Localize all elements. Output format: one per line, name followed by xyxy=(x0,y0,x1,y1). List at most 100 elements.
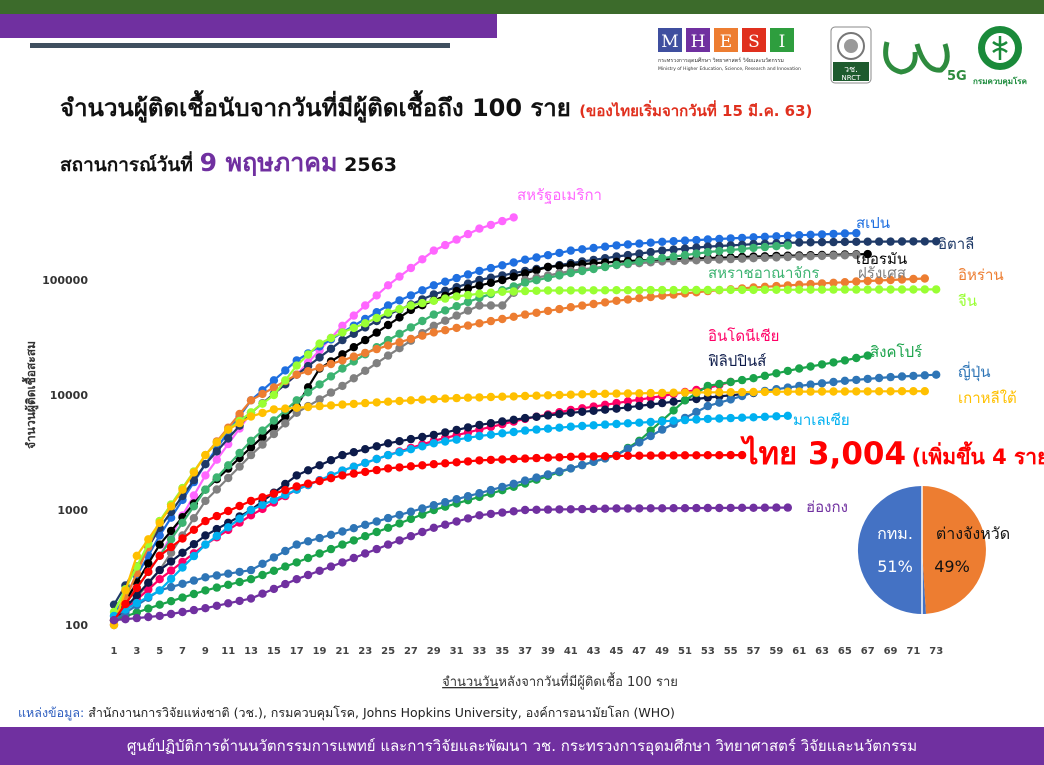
series-point xyxy=(452,235,461,244)
series-point xyxy=(909,285,918,294)
series-point xyxy=(520,310,530,319)
series-point xyxy=(326,562,336,571)
series-label: เกาหลีใต้ xyxy=(958,389,1017,407)
series-point xyxy=(486,263,496,273)
series-point xyxy=(383,540,393,549)
series-point xyxy=(566,464,575,473)
series-point xyxy=(909,237,918,246)
series-point xyxy=(760,242,770,252)
series-point xyxy=(166,535,176,544)
series-point xyxy=(338,471,347,480)
series-point xyxy=(292,540,301,549)
series-point xyxy=(520,426,530,435)
series-point xyxy=(578,390,587,399)
series-point xyxy=(669,245,678,254)
series-point xyxy=(726,395,735,404)
series-point xyxy=(840,278,850,287)
series-point xyxy=(441,326,450,335)
series-point xyxy=(520,391,530,401)
x-tick-label: 47 xyxy=(632,646,646,657)
series-point xyxy=(372,398,381,407)
series-point xyxy=(395,437,404,446)
series-point xyxy=(326,474,336,483)
series-point xyxy=(326,359,336,369)
series-point xyxy=(155,586,164,595)
series-point xyxy=(441,316,450,325)
series-label: เยอรมัน xyxy=(856,250,907,268)
series-point xyxy=(463,423,473,432)
x-tick-label: 39 xyxy=(541,646,555,657)
series-point xyxy=(258,389,267,399)
series-point xyxy=(555,248,564,258)
series-point xyxy=(760,387,770,397)
series-point xyxy=(486,278,496,287)
series-point xyxy=(486,392,496,402)
series-point xyxy=(703,388,712,397)
series-label: สิงคโปร์ xyxy=(870,343,922,361)
series-point xyxy=(281,562,290,571)
series-point xyxy=(406,434,416,444)
series-point xyxy=(589,452,598,461)
series-point xyxy=(338,328,347,337)
series-point xyxy=(338,335,347,345)
series-point xyxy=(383,513,393,523)
ddc-logo: กรมควบคุมโรค xyxy=(973,26,1027,87)
series-point xyxy=(269,429,279,439)
series-point xyxy=(326,372,336,381)
series-point xyxy=(635,239,644,248)
series-point xyxy=(715,246,724,256)
series-point xyxy=(121,615,130,624)
series-point xyxy=(715,398,724,407)
series-point xyxy=(326,530,336,539)
series-point xyxy=(874,373,884,383)
series-point xyxy=(635,286,644,295)
series-point xyxy=(612,241,621,250)
series-point xyxy=(349,323,358,333)
series-point xyxy=(383,397,393,406)
x-axis-label: จำนวนวันหลังจากวันที่มีผู้ติดเชื้อ 100 ร… xyxy=(442,672,678,690)
x-tick-label: 3 xyxy=(133,646,140,657)
series-point xyxy=(829,285,838,294)
series-point xyxy=(646,417,655,427)
series-point xyxy=(840,285,850,294)
series-point xyxy=(600,420,610,429)
series-point xyxy=(452,292,461,301)
series-point xyxy=(669,285,678,295)
series-point xyxy=(178,518,187,527)
series-point xyxy=(635,401,644,411)
series-point xyxy=(189,514,199,523)
series-point xyxy=(532,253,541,262)
series-point xyxy=(703,503,712,513)
series-point xyxy=(715,388,724,397)
series-point xyxy=(635,294,644,303)
series-point xyxy=(452,273,461,283)
series-point xyxy=(852,285,861,294)
series-point xyxy=(509,272,518,281)
source-label: แหล่งข้อมูล: xyxy=(18,705,85,720)
series-point xyxy=(772,503,781,512)
series-point xyxy=(669,406,678,415)
series-point xyxy=(566,390,575,399)
series-point xyxy=(224,599,233,608)
series-point xyxy=(543,251,553,260)
series-point xyxy=(395,448,404,457)
series-point xyxy=(212,511,221,521)
series-point xyxy=(258,426,267,435)
x-tick-label: 45 xyxy=(610,646,624,657)
series-point xyxy=(692,235,701,245)
series-point xyxy=(852,228,861,238)
series-point xyxy=(920,274,929,283)
series-point xyxy=(737,387,747,397)
series-point xyxy=(395,313,404,322)
series-point xyxy=(349,374,358,383)
series-point xyxy=(726,234,735,243)
series-point xyxy=(281,485,290,495)
series-point xyxy=(566,268,575,278)
series-point xyxy=(395,296,404,305)
series-point xyxy=(132,598,141,608)
series-point xyxy=(772,253,781,262)
series-point xyxy=(897,372,907,381)
x-tick-label: 71 xyxy=(906,646,920,657)
series-point xyxy=(623,286,633,295)
series-point xyxy=(909,387,918,396)
